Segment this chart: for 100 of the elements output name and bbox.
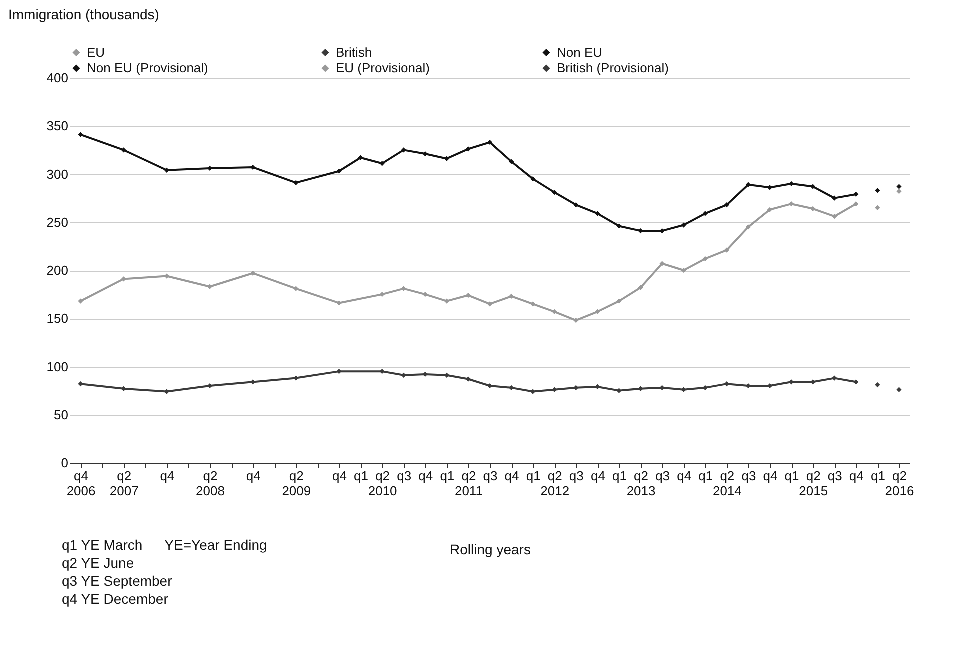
legend-label: Non EU [557, 44, 603, 60]
point [638, 386, 644, 392]
point [294, 286, 299, 292]
point [466, 376, 472, 382]
text: YE=Year Ending [164, 536, 268, 554]
x-tick-label: q3 [569, 468, 584, 484]
point [574, 318, 579, 324]
point [466, 146, 472, 152]
point [875, 188, 880, 194]
x-tick-label: q2 2013 [626, 468, 656, 498]
x-tick-label: q1 [440, 468, 455, 484]
point [702, 256, 708, 262]
y-tick-label: 100 [46, 359, 68, 374]
x-tick-label: q4 [763, 468, 778, 484]
y-axis-title: Immigration (thousands) [8, 6, 160, 22]
x-tick-label: q2 2011 [454, 468, 483, 498]
point [294, 376, 299, 381]
point [250, 270, 256, 276]
x-tick-label: q1 [784, 468, 800, 484]
x-tick-label: q3 [483, 468, 498, 484]
point [724, 248, 730, 253]
y-tick-label: 0 [61, 456, 68, 470]
point [595, 309, 600, 314]
x-tick-label: q4 [504, 468, 520, 484]
point [530, 302, 536, 307]
point [552, 309, 558, 314]
x-tick-label: q1 [354, 468, 369, 484]
x-tick-label: q4 2006 [66, 468, 96, 498]
point [401, 148, 406, 153]
point [78, 132, 84, 138]
x-tick-label: q2 2010 [368, 468, 398, 498]
x-tick-label: q2 2009 [282, 468, 312, 498]
point [164, 168, 170, 173]
point [832, 376, 838, 381]
point [78, 298, 84, 304]
point [250, 164, 256, 170]
point [508, 294, 514, 300]
point [896, 387, 902, 392]
legend-label: Non EU (Provisional) [87, 60, 208, 76]
point [832, 196, 838, 201]
point [616, 224, 622, 229]
point [810, 184, 816, 190]
point [854, 380, 859, 385]
point [294, 180, 299, 186]
y-tick-label: 400 [46, 70, 68, 86]
x-tick-label: q1 [698, 468, 714, 484]
point [681, 268, 686, 274]
point [746, 224, 752, 230]
text: q3 YE September [62, 572, 172, 590]
point [595, 384, 600, 390]
x-tick-label: q4 [677, 468, 692, 484]
x-tick-label: q4 [418, 468, 434, 484]
x-tick-label: q4 [246, 468, 261, 484]
text: q1 YE March [62, 536, 143, 554]
point [401, 286, 406, 292]
point [767, 207, 773, 212]
point [702, 211, 708, 216]
point [444, 298, 450, 304]
point [487, 302, 493, 307]
y-tick-label: 300 [46, 166, 68, 182]
point [530, 176, 536, 182]
y-tick-label: 350 [46, 118, 68, 134]
point [616, 388, 622, 394]
point [660, 261, 665, 266]
point [552, 190, 558, 196]
legend-label: EU [87, 44, 106, 60]
point [854, 202, 859, 207]
point [78, 382, 84, 387]
x-tick-label: q4 [160, 468, 175, 484]
point [854, 192, 859, 198]
point [121, 148, 126, 153]
point [336, 168, 342, 174]
point [358, 155, 364, 160]
x-tick-label: q3 [742, 468, 756, 484]
point [875, 205, 880, 210]
point [336, 300, 342, 306]
point [574, 202, 579, 208]
point [616, 298, 622, 304]
point [896, 189, 902, 194]
x-tick-label: q1 [526, 468, 541, 484]
point [896, 184, 902, 190]
point [207, 284, 213, 290]
point [810, 380, 816, 385]
y-tick-label: 150 [46, 311, 68, 326]
legend-label: British [336, 44, 372, 60]
x-tick-label: q4 [332, 468, 347, 484]
x-tick-label: q2 2012 [540, 468, 570, 498]
point [422, 292, 428, 298]
point [422, 151, 428, 157]
y-tick-label: 250 [46, 214, 68, 230]
x-tick-label: q4 [849, 468, 864, 484]
legend-label: EU (Provisional) [336, 60, 430, 76]
point [595, 211, 600, 216]
x-tick-label: q4 [590, 468, 606, 484]
y-tick-label: 200 [46, 263, 68, 278]
text: q4 YE December [62, 590, 168, 608]
x-tick-label: q3 [656, 468, 670, 484]
x-axis-title: Rolling years [450, 542, 531, 558]
text: q2 YE June [62, 554, 134, 572]
point [832, 214, 838, 220]
